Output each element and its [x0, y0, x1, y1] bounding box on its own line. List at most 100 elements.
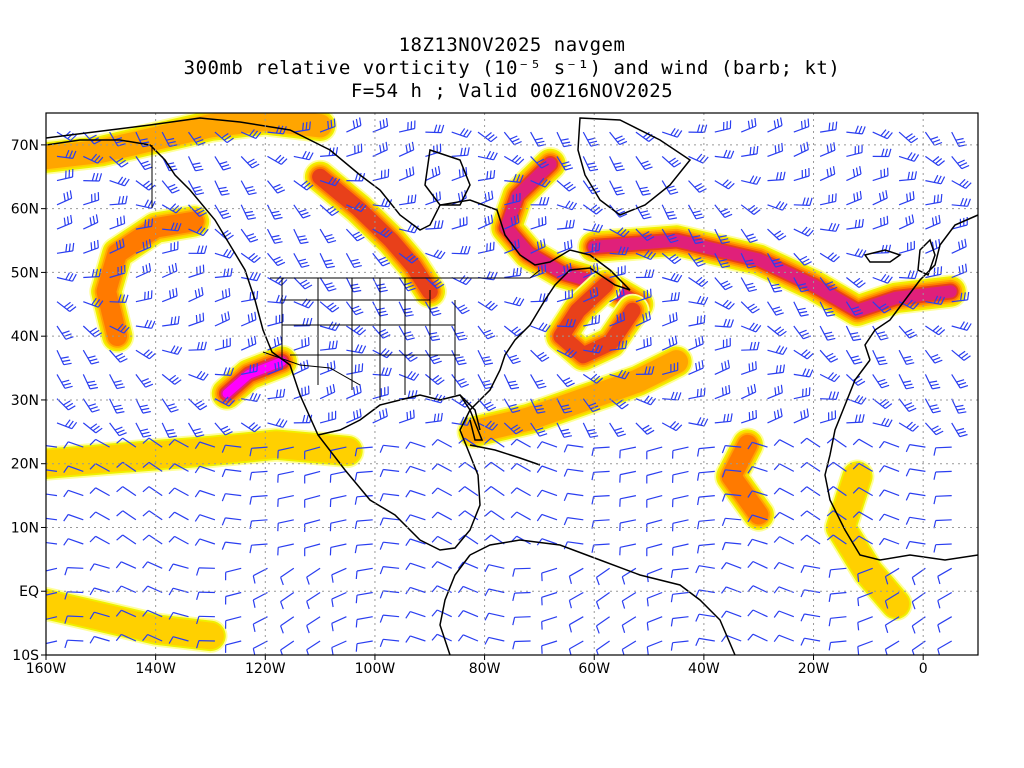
- wind-barb: [46, 640, 58, 645]
- wind-barb: [595, 616, 610, 634]
- wind-barb: [221, 517, 242, 526]
- wind-barb: [188, 287, 204, 303]
- wind-barb: [800, 564, 821, 574]
- wind-barb: [346, 117, 362, 133]
- wind-barb: [609, 204, 628, 218]
- wind-barb: [512, 567, 531, 577]
- wind-barb: [196, 615, 215, 625]
- wind-barb: [304, 543, 321, 557]
- wind-barb: [221, 541, 242, 550]
- florida-coast: [459, 394, 484, 441]
- wind-barb: [741, 341, 760, 351]
- wind-barb: [845, 349, 863, 365]
- wind-barb: [661, 204, 678, 220]
- wind-barb: [951, 422, 968, 438]
- wind-barb: [503, 325, 524, 337]
- wind-barb: [425, 165, 441, 182]
- wind-barb: [431, 633, 452, 642]
- wind-barb: [89, 463, 110, 472]
- wind-barb: [697, 446, 715, 457]
- wind-barb: [82, 398, 100, 413]
- wind-barb: [582, 373, 603, 384]
- wind-barb: [688, 153, 709, 164]
- wind-barb: [595, 640, 610, 655]
- wind-barb: [214, 422, 233, 436]
- wind-barb: [214, 268, 233, 279]
- wind-barb: [872, 129, 893, 140]
- wind-barb: [240, 335, 257, 351]
- wind-barb: [556, 156, 574, 171]
- wind-barb: [609, 340, 628, 351]
- wind-barb: [240, 422, 261, 433]
- wind-barb: [329, 519, 347, 532]
- wind-barb: [924, 349, 943, 364]
- wind-barb: [672, 543, 689, 556]
- wind-barb: [530, 155, 549, 169]
- wind-barb: [747, 633, 768, 642]
- wind-barb: [793, 349, 814, 360]
- wind-barb: [582, 204, 603, 215]
- wind-barb: [852, 511, 874, 521]
- wind-barb: [933, 495, 952, 505]
- wind-barb: [662, 127, 683, 138]
- wind-barb: [933, 446, 952, 456]
- wind-barb: [635, 228, 655, 242]
- wind-barb: [672, 470, 689, 483]
- wind-barb: [747, 538, 768, 547]
- wind-barb: [740, 301, 760, 314]
- wind-barb: [820, 222, 840, 232]
- wind-barb: [661, 335, 678, 351]
- wind-barb: [661, 155, 682, 168]
- wind-barb: [793, 277, 810, 293]
- wind-barb: [846, 144, 863, 157]
- wind-barb: [63, 465, 84, 473]
- wind-barb: [451, 275, 472, 286]
- wind-barb: [280, 567, 295, 586]
- wind-barb: [609, 265, 626, 279]
- wind-barb: [109, 215, 126, 230]
- wind-barb: [354, 519, 373, 530]
- wind-barb: [56, 374, 73, 389]
- wind-barb: [721, 493, 742, 502]
- wind-barb: [398, 141, 415, 157]
- wind-barb: [188, 312, 205, 327]
- wind-barb: [379, 590, 400, 599]
- wind-barb: [293, 150, 314, 161]
- wind-barb: [135, 156, 153, 171]
- wind-barb: [510, 438, 531, 448]
- wind-barb: [331, 616, 347, 632]
- wind-barb: [267, 154, 288, 165]
- wind-barb: [583, 242, 601, 254]
- vorticity-band-canada-trough: [312, 168, 438, 300]
- wind-barb: [240, 180, 257, 196]
- wind-barb: [354, 470, 373, 481]
- vorticity-band-bc-offshore-band: [96, 211, 204, 346]
- wind-barb: [609, 180, 625, 196]
- wind-barb: [214, 204, 232, 220]
- wind-barb: [828, 591, 847, 602]
- wind-barb: [89, 438, 110, 448]
- wind-barb: [898, 240, 915, 254]
- plot-frame: [45, 112, 979, 656]
- wind-barb: [484, 486, 505, 497]
- europe-coast: [864, 214, 978, 361]
- wind-barb: [740, 383, 757, 400]
- wind-barb: [800, 534, 821, 545]
- wind-barb: [267, 252, 286, 267]
- wind-barb: [161, 373, 182, 385]
- wind-barb: [951, 238, 967, 254]
- wind-barb: [240, 129, 262, 140]
- map-valid-time: F=54 h ; Valid 00Z16NOV2025: [350, 80, 674, 102]
- wind-barb: [925, 214, 941, 230]
- wind-barb: [512, 616, 531, 626]
- wind-barb: [563, 517, 584, 526]
- wind-barb: [56, 149, 77, 159]
- wind-barb: [721, 586, 742, 594]
- wind-barb: [635, 395, 657, 406]
- wind-barb: [951, 197, 971, 207]
- wind-barb: [687, 204, 705, 220]
- wind-barb: [714, 413, 733, 424]
- wind-barb: [267, 125, 287, 135]
- wind-barb: [194, 538, 216, 546]
- wind-barb: [661, 420, 683, 432]
